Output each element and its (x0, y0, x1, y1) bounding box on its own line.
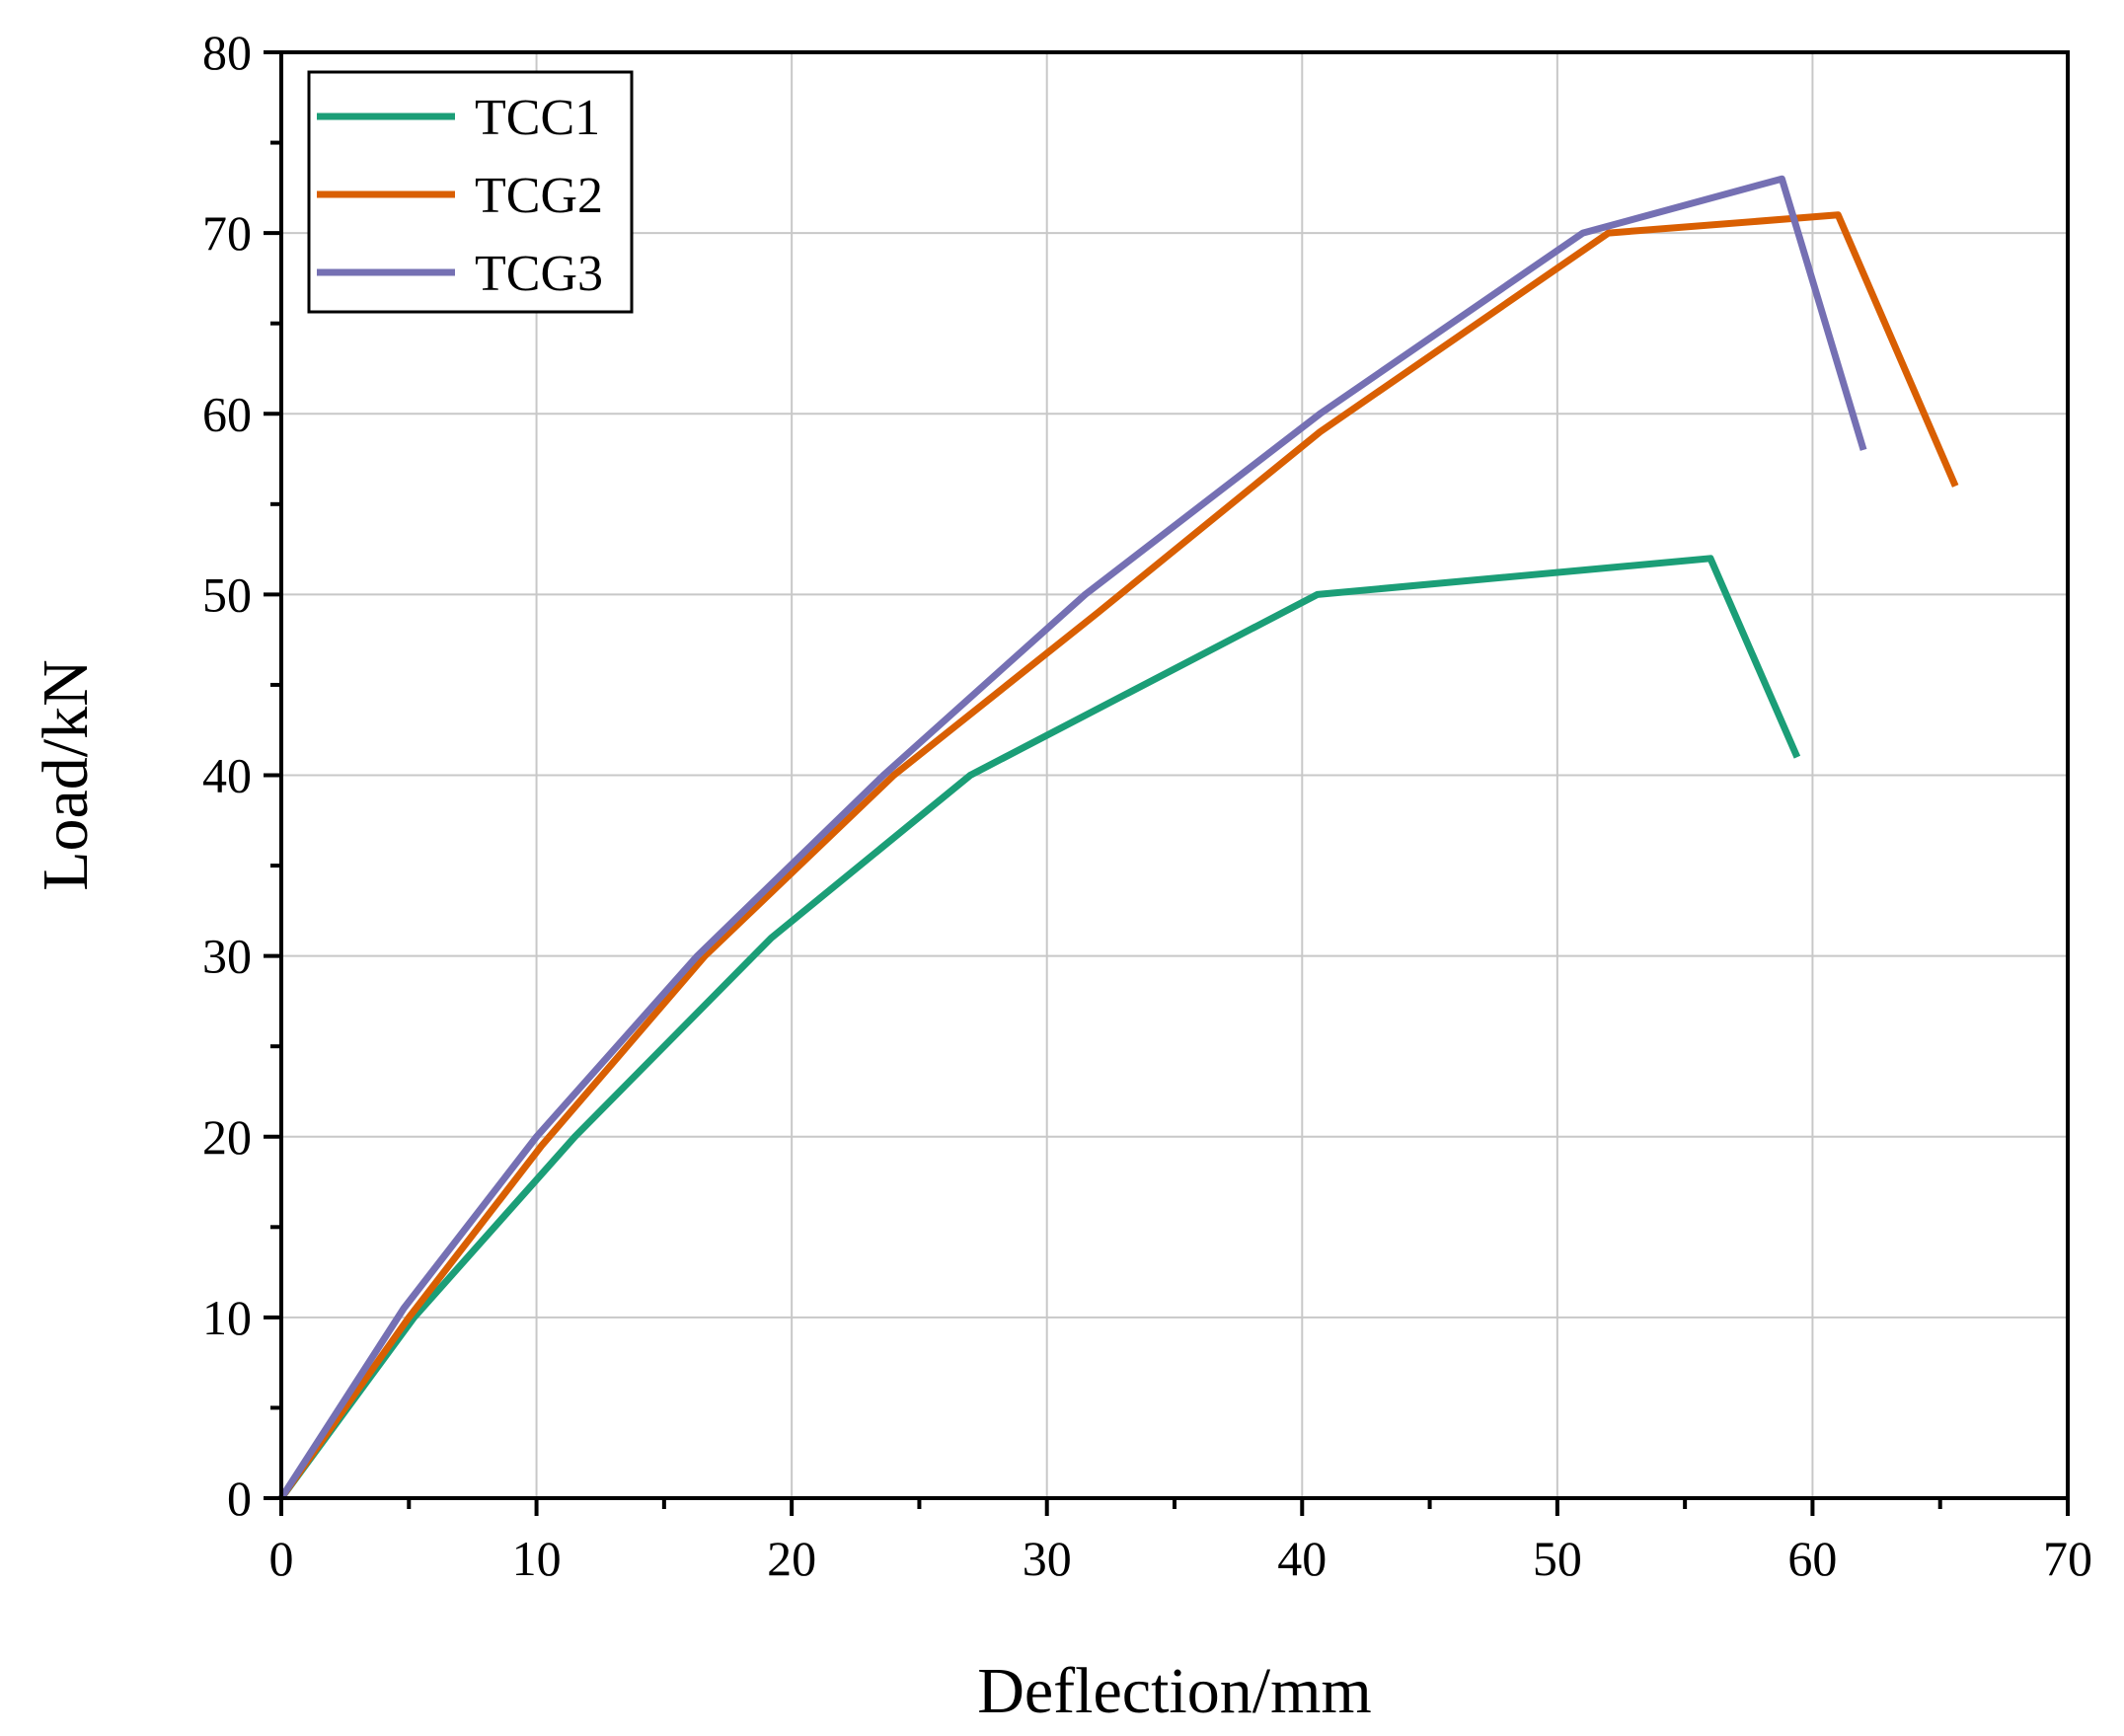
tick-labels: 0 10 20 30 40 50 60 70 0 10 20 30 40 50 60 70 80 (202, 25, 2092, 1586)
y-tick-label: 70 (202, 205, 252, 261)
series-line-tcc1 (278, 555, 1801, 1501)
series-line-tcg3 (278, 175, 1867, 1500)
x-axis-title: Deflection/mm (977, 1655, 1372, 1727)
x-tick-label: 0 (269, 1531, 294, 1586)
x-tick-label: 10 (512, 1531, 562, 1586)
x-tick-label: 20 (767, 1531, 816, 1586)
x-tick-label: 50 (1533, 1531, 1582, 1586)
y-tick-label: 30 (202, 929, 252, 984)
legend-label-tcc1: TCC1 (475, 90, 600, 146)
y-tick-label: 20 (202, 1109, 252, 1165)
legend-label-tcg3: TCG3 (475, 246, 603, 302)
y-tick-label: 60 (202, 386, 252, 441)
x-tick-label: 70 (2043, 1531, 2092, 1586)
y-tick-label: 40 (202, 748, 252, 803)
x-tick-label: 60 (1787, 1531, 1837, 1586)
legend: TCC1 TCG2 TCG3 (307, 70, 634, 314)
series-line-tcg2 (278, 211, 1959, 1501)
y-tick-label: 50 (202, 566, 252, 622)
series-group (278, 175, 1959, 1501)
legend-label-tcg2: TCG2 (475, 168, 603, 224)
axis-ticks (264, 50, 2070, 1516)
y-axis-title: Load/kN (30, 659, 102, 891)
y-tick-label: 0 (227, 1471, 252, 1526)
x-tick-label: 30 (1023, 1531, 1072, 1586)
grid-lines (281, 52, 2068, 1498)
y-tick-label: 10 (202, 1290, 252, 1345)
y-tick-label: 80 (202, 25, 252, 80)
x-tick-label: 40 (1277, 1531, 1327, 1586)
